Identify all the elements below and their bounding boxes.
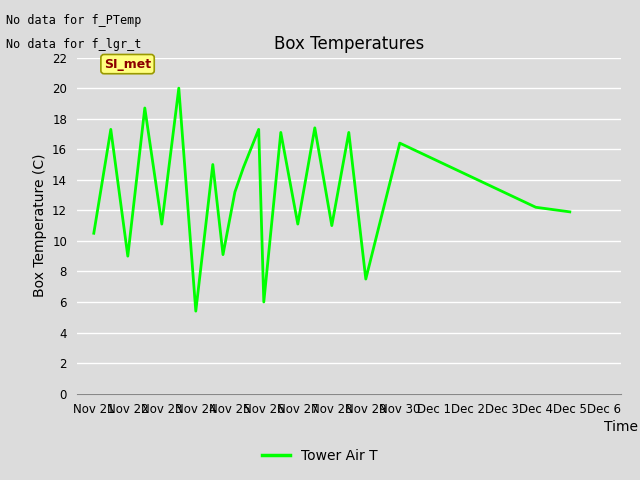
X-axis label: Time: Time bbox=[604, 420, 638, 434]
Text: No data for f_PTemp: No data for f_PTemp bbox=[6, 14, 142, 27]
Y-axis label: Box Temperature (C): Box Temperature (C) bbox=[33, 154, 47, 297]
Legend: Tower Air T: Tower Air T bbox=[257, 443, 383, 468]
Title: Box Temperatures: Box Temperatures bbox=[274, 35, 424, 53]
Text: No data for f_lgr_t: No data for f_lgr_t bbox=[6, 38, 142, 51]
Text: SI_met: SI_met bbox=[104, 58, 151, 71]
